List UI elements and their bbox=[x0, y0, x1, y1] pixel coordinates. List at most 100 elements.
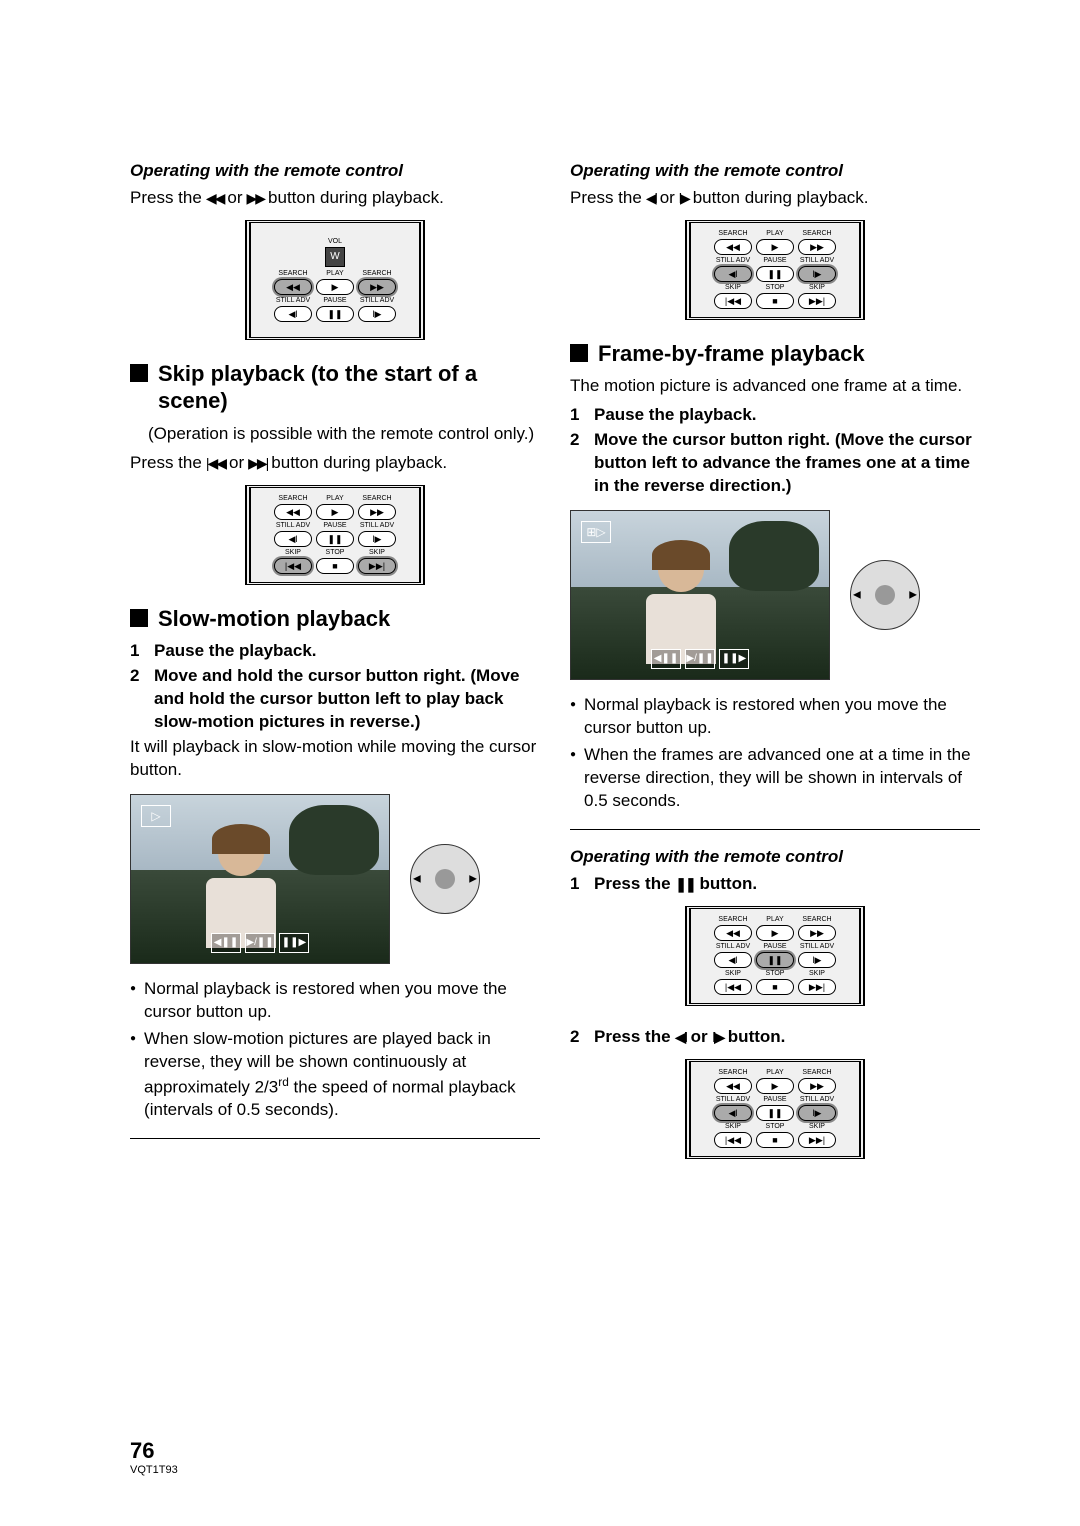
btn: |◀◀ bbox=[714, 1132, 752, 1148]
frame-bullet-1: Normal playback is restored when you mov… bbox=[570, 694, 980, 740]
slow-osd-icon: ▷ bbox=[141, 805, 171, 827]
remote1-press-text: Press the ◀◀ or ▶▶ button during playbac… bbox=[130, 187, 540, 210]
label: STILL ADV bbox=[798, 257, 836, 264]
label: PAUSE bbox=[316, 522, 354, 529]
label: STILL ADV bbox=[358, 297, 396, 304]
vol-label: VOL bbox=[328, 237, 342, 246]
label: STOP bbox=[756, 284, 794, 291]
btn: |◀◀ bbox=[714, 293, 752, 309]
osd-playpause-icon: ▶/❚❚ bbox=[245, 933, 275, 953]
slow-motion-heading: Slow-motion playback bbox=[130, 605, 540, 633]
label: SEARCH bbox=[358, 270, 396, 277]
label: SEARCH bbox=[714, 916, 752, 923]
search-back-button: ◀◀ bbox=[274, 279, 312, 295]
label: SEARCH bbox=[358, 495, 396, 502]
text: or bbox=[660, 187, 675, 210]
label: PAUSE bbox=[756, 943, 794, 950]
skip-fwd-icon: ▶▶| bbox=[248, 454, 267, 473]
text-b: or bbox=[691, 1027, 708, 1046]
num: 2 bbox=[570, 429, 584, 498]
label: SKIP bbox=[714, 284, 752, 291]
bullet-text: Normal playback is restored when you mov… bbox=[144, 978, 540, 1024]
num: 2 bbox=[130, 665, 144, 734]
remote-figure-pause: SEARCH PLAY SEARCH ◀◀ ▶ ▶▶ STILL ADV PAU… bbox=[685, 906, 865, 1006]
btn: ■ bbox=[756, 1132, 794, 1148]
still-left-icon: ◀l bbox=[646, 189, 656, 208]
remote-figure-search: VOL W SEARCH PLAY SEARCH ◀◀ ▶ ▶▶ STILL A… bbox=[245, 220, 425, 340]
dpad-icon: ▶◀ bbox=[410, 844, 480, 914]
text: or bbox=[229, 452, 244, 475]
frame-step-1: 1 Pause the playback. bbox=[570, 404, 980, 427]
text: Press the bbox=[130, 452, 202, 475]
btn: ▶▶| bbox=[798, 1132, 836, 1148]
left-column: Operating with the remote control Press … bbox=[130, 160, 540, 1179]
btn: ▶▶ bbox=[798, 239, 836, 255]
right-column: Operating with the remote control Press … bbox=[570, 160, 980, 1179]
osd-left-icon: ◀❚❚ bbox=[211, 933, 241, 953]
skip-press-text: Press the |◀◀ or ▶▶| button during playb… bbox=[130, 452, 540, 475]
step-text: Pause the playback. bbox=[594, 404, 980, 427]
square-bullet-icon bbox=[570, 344, 588, 362]
still-fwd-button: l▶ bbox=[358, 306, 396, 322]
rewind-icon: ◀◀ bbox=[206, 189, 224, 208]
text-c: button. bbox=[728, 1027, 786, 1046]
label: STILL ADV bbox=[798, 943, 836, 950]
label: STILL ADV bbox=[714, 257, 752, 264]
still-right-icon: l▶ bbox=[679, 189, 689, 208]
label: SEARCH bbox=[798, 230, 836, 237]
content-columns: Operating with the remote control Press … bbox=[130, 160, 980, 1179]
text-b: button. bbox=[699, 874, 757, 893]
osd-left-icon: ◀❚❚ bbox=[651, 649, 681, 669]
btn: ▶ bbox=[316, 504, 354, 520]
label: STILL ADV bbox=[714, 1096, 752, 1103]
remote-heading-1: Operating with the remote control bbox=[130, 160, 540, 183]
skip-note: (Operation is possible with the remote c… bbox=[148, 423, 540, 446]
remote-figure-stilladv: SEARCH PLAY SEARCH ◀◀ ▶ ▶▶ STILL ADV PAU… bbox=[685, 220, 865, 320]
label: SEARCH bbox=[274, 270, 312, 277]
label: SKIP bbox=[798, 970, 836, 977]
label: STILL ADV bbox=[798, 1096, 836, 1103]
label: STILL ADV bbox=[714, 943, 752, 950]
square-bullet-icon bbox=[130, 609, 148, 627]
label: SKIP bbox=[714, 970, 752, 977]
slow-screenshot-row: ▷ ◀❚❚ ▶/❚❚ ❚❚▶ ▶◀ bbox=[130, 794, 540, 964]
step-text: Move and hold the cursor button right. (… bbox=[154, 665, 540, 734]
label: SEARCH bbox=[274, 495, 312, 502]
superscript: rd bbox=[278, 1075, 289, 1089]
btn: ◀◀ bbox=[714, 925, 752, 941]
slow-step-2: 2 Move and hold the cursor button right.… bbox=[130, 665, 540, 734]
btn: ◀l bbox=[714, 952, 752, 968]
page-number: 76 bbox=[130, 1438, 178, 1464]
zoom-w-icon: W bbox=[325, 247, 345, 267]
text-a: Press the bbox=[594, 874, 671, 893]
btn: ◀◀ bbox=[714, 1078, 752, 1094]
remote-heading-3: Operating with the remote control bbox=[570, 846, 980, 869]
skip-back-button: |◀◀ bbox=[274, 558, 312, 574]
label: STILL ADV bbox=[274, 522, 312, 529]
label: PAUSE bbox=[756, 1096, 794, 1103]
bullet-text: When slow-motion pictures are played bac… bbox=[144, 1028, 540, 1122]
label: STOP bbox=[316, 549, 354, 556]
frame-step-2: 2 Move the cursor button right. (Move th… bbox=[570, 429, 980, 498]
text: button during playback. bbox=[268, 187, 444, 210]
label: PAUSE bbox=[756, 257, 794, 264]
slow-bullet-2: When slow-motion pictures are played bac… bbox=[130, 1028, 540, 1122]
skip-back-icon: |◀◀ bbox=[206, 454, 225, 473]
stop-button: ■ bbox=[316, 558, 354, 574]
frame-by-frame-heading: Frame-by-frame playback bbox=[570, 340, 980, 368]
osd-right-icon: ❚❚▶ bbox=[279, 933, 309, 953]
btn: l▶ bbox=[798, 952, 836, 968]
heading-text: Frame-by-frame playback bbox=[598, 340, 865, 368]
num: 1 bbox=[570, 404, 584, 427]
label: SKIP bbox=[358, 549, 396, 556]
playback-screenshot: ▷ ◀❚❚ ▶/❚❚ ❚❚▶ bbox=[130, 794, 390, 964]
remote2-press-text: Press the ◀l or l▶ button during playbac… bbox=[570, 187, 980, 210]
text: Press the bbox=[570, 187, 642, 210]
btn: ◀l bbox=[274, 531, 312, 547]
text: Press the bbox=[130, 187, 202, 210]
frame-screenshot-row: ⊞▷ ◀❚❚ ▶/❚❚ ❚❚▶ ▶◀ bbox=[570, 510, 980, 680]
still-back-button: ◀l bbox=[274, 306, 312, 322]
heading-text: Skip playback (to the start of a scene) bbox=[158, 360, 540, 415]
label: SKIP bbox=[798, 1123, 836, 1130]
remote-figure-skip: SEARCH PLAY SEARCH ◀◀ ▶ ▶▶ STILL ADV PAU… bbox=[245, 485, 425, 585]
